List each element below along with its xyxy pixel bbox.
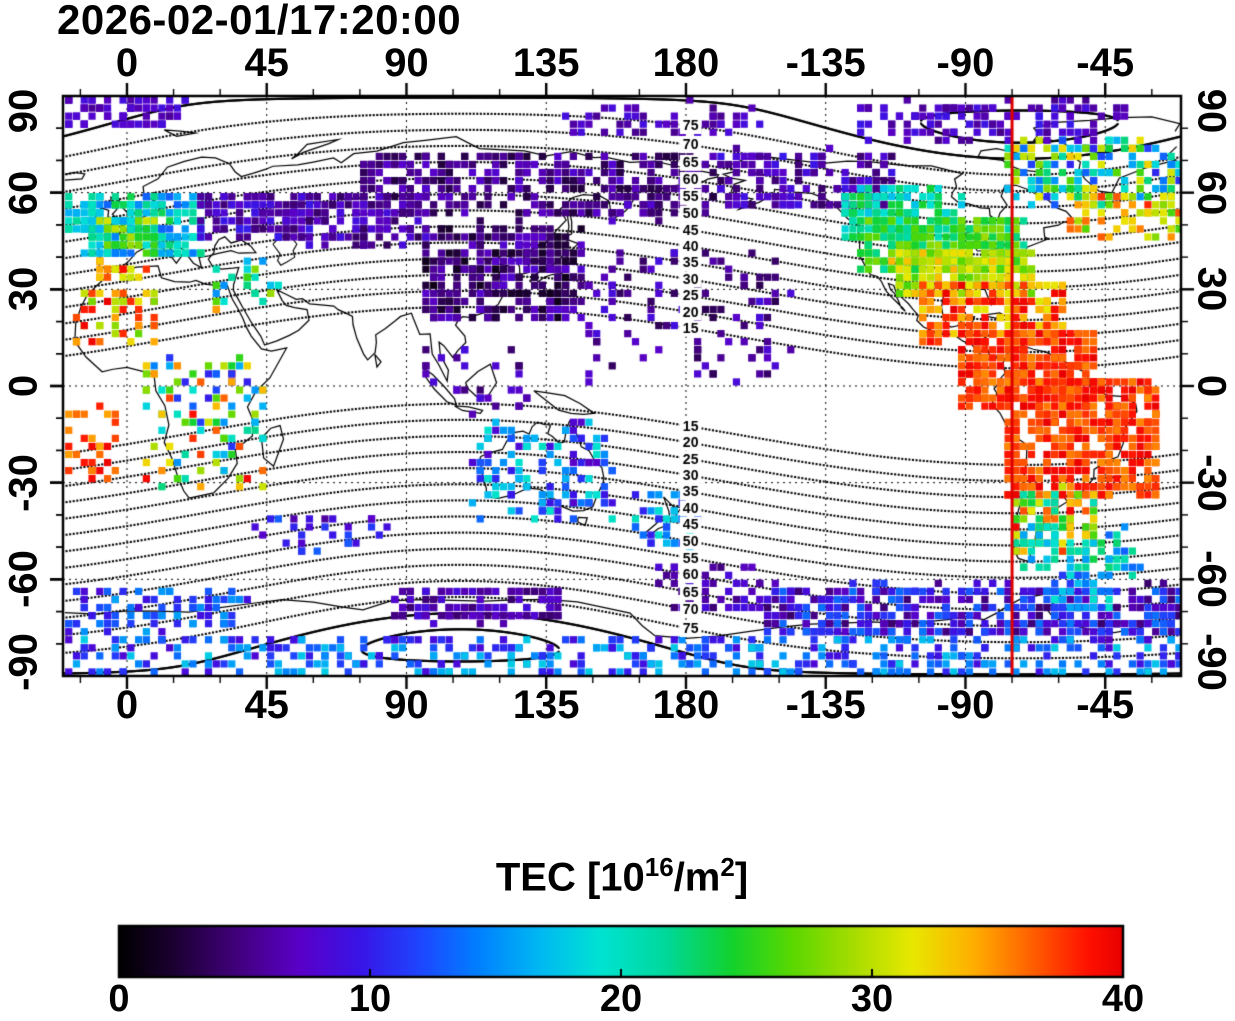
lon-tick-label: -90 bbox=[936, 41, 995, 85]
lat-tick-label: 30 bbox=[1189, 267, 1234, 312]
colorbar-title-prefix: TEC [10 bbox=[495, 855, 645, 900]
lat-tick-label: 0 bbox=[1, 374, 46, 398]
lon-tick-label: -135 bbox=[785, 41, 866, 85]
lon-tick-label: 90 bbox=[384, 41, 429, 85]
colorbar-tick-label: 10 bbox=[348, 978, 392, 1020]
lon-tick-label: 45 bbox=[244, 41, 289, 85]
colorbar-title: TEC [1016/m2] bbox=[63, 852, 1181, 900]
plot-title: 2026-02-01/17:20:00 bbox=[57, 0, 462, 43]
lat-tick-label: -60 bbox=[1189, 550, 1234, 609]
lat-tick-label: 0 bbox=[1189, 374, 1234, 398]
lat-axis-right: 90 60 30 0 -30 -60 -90 bbox=[1187, 88, 1235, 690]
lat-tick-label: -90 bbox=[1189, 632, 1234, 691]
colorbar-tick-label: 40 bbox=[1101, 978, 1145, 1020]
lon-tick-label: 135 bbox=[512, 683, 580, 727]
lon-tick-label: 135 bbox=[512, 41, 580, 85]
colorbar-tick-label: 30 bbox=[850, 978, 894, 1020]
lat-axis-left: 90 60 30 0 -30 -60 -90 bbox=[0, 88, 48, 690]
lat-tick-label: 60 bbox=[1189, 170, 1234, 215]
lon-tick-label: 180 bbox=[652, 41, 720, 85]
lat-tick-label: 60 bbox=[1, 170, 46, 215]
lat-tick-label: -90 bbox=[1, 632, 46, 691]
lon-tick-label: 0 bbox=[115, 683, 139, 727]
lat-tick-label: -30 bbox=[1, 453, 46, 512]
lon-axis-bottom: 0 45 90 135 180 -135 -90 -45 bbox=[63, 684, 1181, 730]
colorbar-title-exponent2: 2 bbox=[720, 852, 735, 882]
lon-axis-top: 0 45 90 135 180 -135 -90 -45 bbox=[63, 42, 1181, 88]
lat-tick-label: -30 bbox=[1189, 453, 1234, 512]
lat-tick-label: 90 bbox=[1, 88, 46, 133]
colorbar-title-exponent: 16 bbox=[644, 852, 674, 882]
lon-tick-label: 45 bbox=[244, 683, 289, 727]
colorbar-tick-label: 20 bbox=[599, 978, 643, 1020]
lon-tick-label: -45 bbox=[1076, 41, 1135, 85]
lon-tick-label: 0 bbox=[115, 41, 139, 85]
colorbar-title-suffix: ] bbox=[734, 855, 749, 900]
lat-tick-label: -60 bbox=[1, 550, 46, 609]
lon-tick-label: -135 bbox=[785, 683, 866, 727]
lon-tick-label: -45 bbox=[1076, 683, 1135, 727]
lat-tick-label: 90 bbox=[1189, 88, 1234, 133]
colorbar-title-mid: /m bbox=[673, 855, 721, 900]
lon-tick-label: 90 bbox=[384, 683, 429, 727]
colorbar-tick-label: 0 bbox=[108, 978, 130, 1020]
lon-tick-label: 180 bbox=[652, 683, 720, 727]
colorbar-tick-labels: 0 10 20 30 40 bbox=[108, 978, 1144, 1020]
lat-tick-label: 30 bbox=[1, 267, 46, 312]
lon-tick-label: -90 bbox=[936, 683, 995, 727]
